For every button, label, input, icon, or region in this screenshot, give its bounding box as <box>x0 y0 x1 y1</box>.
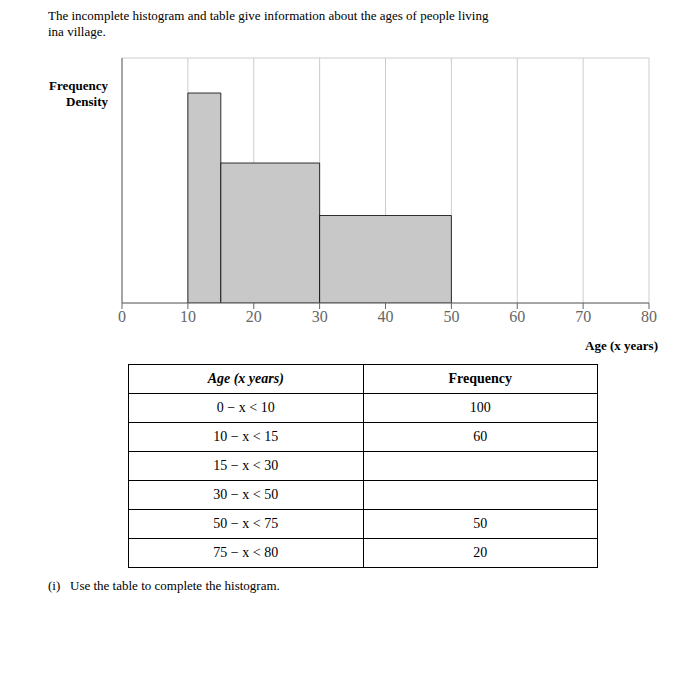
html-text:75 − x < 80: 75 − x < 80 <box>213 545 279 560</box>
html-text:Age (x years): Age (x years) <box>585 338 658 353</box>
svg-text:30: 30 <box>312 308 328 325</box>
html-text:100: 100 <box>469 400 491 415</box>
html-text:50 − x < 75: 50 − x < 75 <box>213 516 279 531</box>
html-text:60: 60 <box>473 429 488 444</box>
html-text:(i) Use the table to complete: (i) Use the table to complete the histog… <box>48 578 280 593</box>
svg-text:60: 60 <box>509 308 525 325</box>
html-text:50: 50 <box>473 516 488 531</box>
svg-text:40: 40 <box>378 308 394 325</box>
html-text:0 − x < 10: 0 − x < 10 <box>216 400 275 415</box>
html-text:Density: Density <box>66 94 108 109</box>
html-text:Age (x years): Age (x years) <box>207 371 284 386</box>
svg-text:70: 70 <box>575 308 591 325</box>
html-text:10 − x < 15: 10 − x < 15 <box>213 429 279 444</box>
svg-text:0: 0 <box>118 308 126 325</box>
svg-text:20: 20 <box>246 308 262 325</box>
html-text:30 − x < 50: 30 − x < 50 <box>213 487 279 502</box>
html-text:The incomplete histogram and t: The incomplete histogram and table give … <box>48 8 489 39</box>
html-text:15 − x < 30: 15 − x < 30 <box>213 458 279 473</box>
svg-text:80: 80 <box>641 308 657 325</box>
html-text:Frequency: Frequency <box>448 371 512 386</box>
html-text:20: 20 <box>473 545 488 560</box>
html-text:Frequency: Frequency <box>49 78 108 93</box>
svg-text:10: 10 <box>180 308 196 325</box>
svg-text:50: 50 <box>443 308 459 325</box>
